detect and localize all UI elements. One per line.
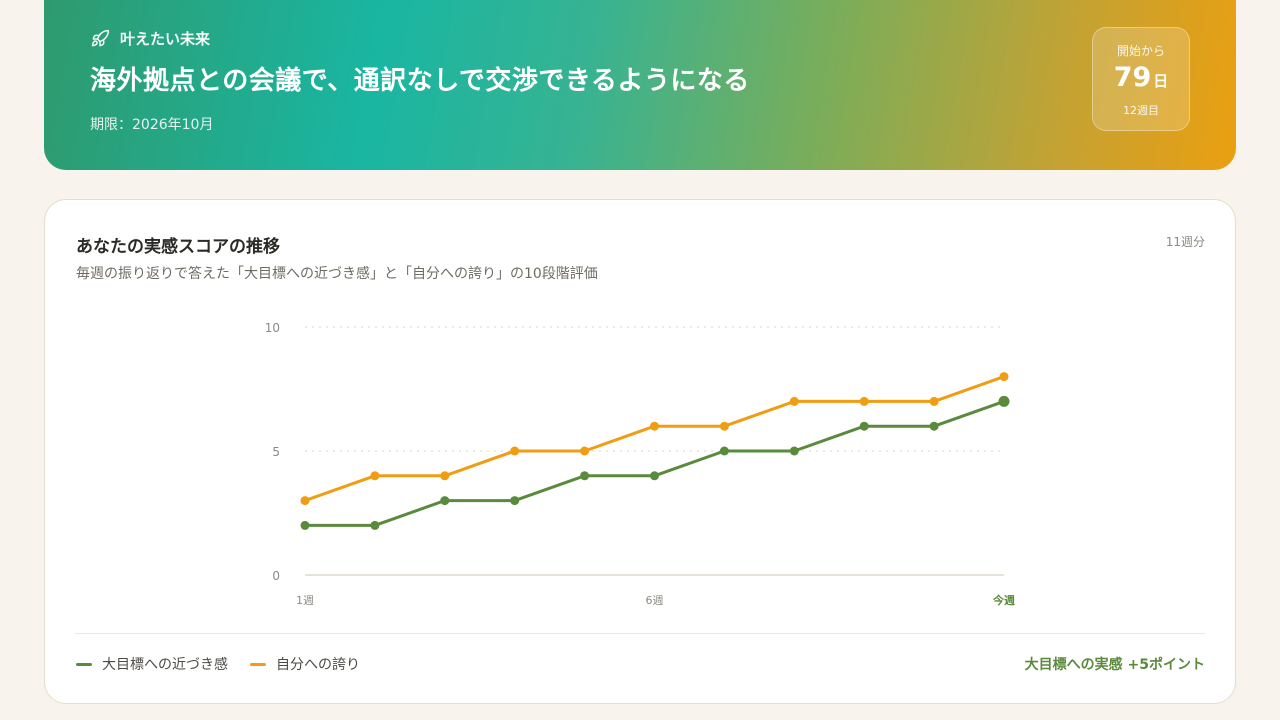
data-point-1	[440, 471, 450, 481]
x-tick-label: 1週	[296, 594, 314, 607]
data-point-1	[789, 396, 799, 406]
elapsed-days: 79 日	[1093, 62, 1189, 93]
series-line-0	[303, 399, 1006, 527]
data-point-1	[999, 372, 1009, 382]
data-point-0	[650, 471, 659, 481]
card-subtitle: 毎週の振り返りで答えた「大目標への近づき感」と「自分への誇り」の10段階評価	[76, 266, 598, 282]
score-line-chart: 10 5 0 1週 6週 今週	[265, 321, 1015, 607]
legend-divider	[75, 633, 1205, 634]
data-point-1	[719, 421, 729, 431]
elapsed-days-value: 79	[1113, 62, 1152, 93]
x-tick-label: 今週	[992, 593, 1015, 607]
elapsed-label: 開始から	[1116, 44, 1165, 58]
goal-deadline: 期限：2026年10月	[90, 117, 214, 133]
data-point-0	[719, 446, 729, 456]
elapsed-weeks: 12週目	[1123, 104, 1159, 117]
data-point-1	[300, 496, 310, 506]
goal-title: 海外拠点との会議で、通訳なしで交渉できるようになる	[90, 66, 750, 96]
data-point-0	[300, 520, 310, 530]
goal-tag-label: 叶えたい未来	[120, 30, 211, 48]
data-point-0	[929, 421, 939, 431]
data-point-1	[370, 471, 380, 481]
data-point-1	[510, 446, 520, 456]
legend-swatch-progress	[76, 662, 92, 666]
data-point-0	[440, 496, 450, 506]
legend-label-pride: 自分への誇り	[276, 657, 360, 673]
chart-legend: 大目標への近づき感 自分への誇り	[76, 654, 360, 674]
goal-hero-banner: 叶えたい未来 海外拠点との会議で、通訳なしで交渉できるようになる 期限：2026…	[44, 0, 1236, 170]
week-count: 11週分	[1165, 235, 1205, 249]
rocket-icon	[91, 29, 110, 46]
data-point-1	[580, 446, 590, 456]
data-point-1	[859, 396, 869, 406]
x-tick-label: 6週	[646, 594, 664, 607]
data-point-1	[650, 421, 659, 431]
data-point-0	[510, 496, 520, 506]
elapsed-days-unit: 日	[1153, 72, 1169, 90]
data-point-0	[998, 395, 1010, 407]
y-tick-label: 5	[272, 445, 280, 459]
progress-summary: 大目標への実感 +5ポイント	[1024, 657, 1205, 673]
series-line-1	[303, 375, 1006, 503]
data-point-0	[859, 421, 869, 431]
elapsed-days-badge: 開始から 79 日 12週目	[1092, 27, 1190, 131]
data-point-0	[580, 471, 590, 481]
legend-swatch-pride	[250, 662, 266, 666]
data-point-0	[789, 446, 799, 456]
goal-tag: 叶えたい未来	[90, 28, 210, 49]
legend-item-pride: 自分への誇り	[250, 654, 360, 674]
data-point-1	[929, 396, 939, 406]
card-title: あなたの実感スコアの推移	[76, 237, 280, 257]
score-trend-card: あなたの実感スコアの推移 毎週の振り返りで答えた「大目標への近づき感」と「自分へ…	[44, 199, 1236, 704]
legend-label-progress: 大目標への近づき感	[102, 657, 228, 673]
y-tick-label: 0	[272, 569, 280, 583]
data-point-0	[370, 520, 380, 530]
legend-item-progress: 大目標への近づき感	[76, 654, 228, 674]
y-tick-label: 10	[265, 321, 280, 335]
